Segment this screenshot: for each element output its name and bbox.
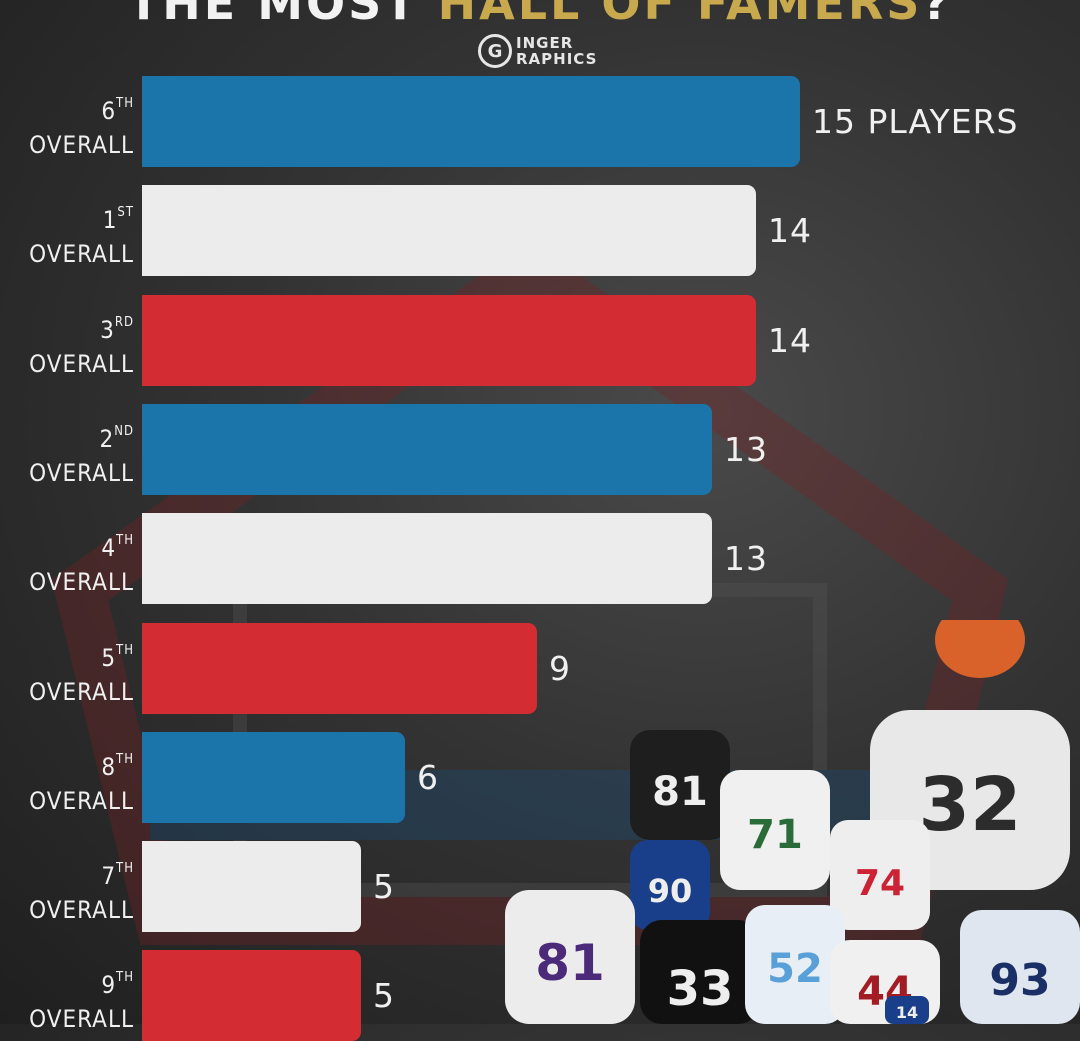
jersey-number: 81 — [535, 934, 605, 992]
category-word: OVERALL — [29, 458, 134, 487]
category-word: OVERALL — [29, 896, 134, 925]
data-label: 15 PLAYERS — [812, 102, 1019, 141]
title-question-mark: ? — [922, 0, 953, 30]
logo-line-2: RAPHICS — [516, 50, 598, 68]
player-jersey — [960, 910, 1080, 1024]
data-label: 13 — [724, 539, 768, 579]
bar — [142, 731, 405, 823]
bar — [142, 76, 800, 167]
category-rank: 7TH — [101, 861, 134, 891]
player-jersey — [885, 996, 929, 1024]
title-text: THE MOST — [127, 0, 419, 30]
data-label: 14 — [768, 320, 812, 360]
jersey-number: 52 — [767, 946, 823, 992]
logo-text: INGER RAPHICS — [516, 35, 597, 67]
category-word: OVERALL — [29, 1005, 134, 1034]
helmet-orange — [935, 620, 1025, 678]
category-rank: 1ST — [102, 205, 134, 235]
bar — [142, 403, 712, 495]
category-rank: 4TH — [101, 533, 134, 563]
bar — [142, 950, 361, 1041]
category-rank: 3RD — [100, 314, 134, 344]
jersey-number: 33 — [667, 961, 734, 1017]
category-rank: 5TH — [101, 642, 134, 672]
category-word: OVERALL — [29, 240, 134, 269]
bar — [142, 622, 537, 714]
data-label: 14 — [768, 211, 812, 251]
category-label: 2ND OVERALL — [20, 415, 134, 490]
chart-title: THE MOST HALL OF FAMERS? — [0, 0, 1080, 30]
category-rank: 9TH — [101, 970, 134, 1000]
jersey-number: 14 — [896, 1003, 918, 1022]
player-jersey — [720, 770, 830, 890]
category-word: OVERALL — [29, 568, 134, 597]
category-word: OVERALL — [29, 677, 134, 706]
player-jersey — [745, 905, 845, 1024]
category-label: 6TH OVERALL — [20, 87, 134, 162]
data-label: 9 — [549, 648, 571, 688]
category-word: OVERALL — [29, 131, 134, 159]
player-jersey — [630, 730, 730, 840]
player-jersey — [505, 890, 635, 1024]
jersey-number: 90 — [648, 872, 693, 910]
data-label: 13 — [724, 429, 768, 469]
category-label: 4TH OVERALL — [20, 524, 134, 599]
category-word: OVERALL — [29, 349, 134, 378]
data-label: 5 — [373, 867, 395, 907]
data-label: 5 — [373, 976, 395, 1016]
data-label: 6 — [417, 757, 439, 797]
category-rank: 8TH — [101, 751, 134, 781]
jersey-number: 81 — [652, 769, 708, 815]
jersey-number: 93 — [989, 955, 1050, 1006]
logo-mark: G — [478, 34, 512, 68]
category-label: 1ST OVERALL — [20, 196, 134, 271]
bar — [142, 513, 712, 605]
logo-line-1: INGER — [516, 34, 574, 52]
category-word: OVERALL — [29, 786, 134, 815]
category-rank: 6TH — [101, 96, 134, 125]
category-label: 8TH OVERALL — [20, 743, 134, 818]
players-collage: 32 81 71 90 74 81 33 52 44 93 14 — [505, 620, 1080, 1024]
player-jersey — [830, 820, 930, 930]
category-rank: 2ND — [99, 423, 134, 453]
bar — [142, 294, 756, 386]
jersey-number: 32 — [919, 762, 1022, 848]
bar — [142, 185, 756, 277]
player-jersey — [630, 840, 710, 930]
category-label: 5TH OVERALL — [20, 634, 134, 709]
jersey-number: 71 — [747, 812, 803, 858]
category-label: 3RD OVERALL — [20, 306, 134, 381]
unit-label: PLAYERS — [867, 102, 1019, 141]
bar — [142, 841, 361, 933]
jersey-number: 74 — [855, 863, 905, 904]
title-highlight: HALL OF FAMERS — [437, 0, 923, 30]
category-label: 7TH OVERALL — [20, 852, 134, 927]
brand-logo: G INGER RAPHICS — [478, 30, 597, 72]
category-label: 9TH OVERALL — [20, 961, 134, 1036]
player-jersey — [640, 920, 760, 1024]
